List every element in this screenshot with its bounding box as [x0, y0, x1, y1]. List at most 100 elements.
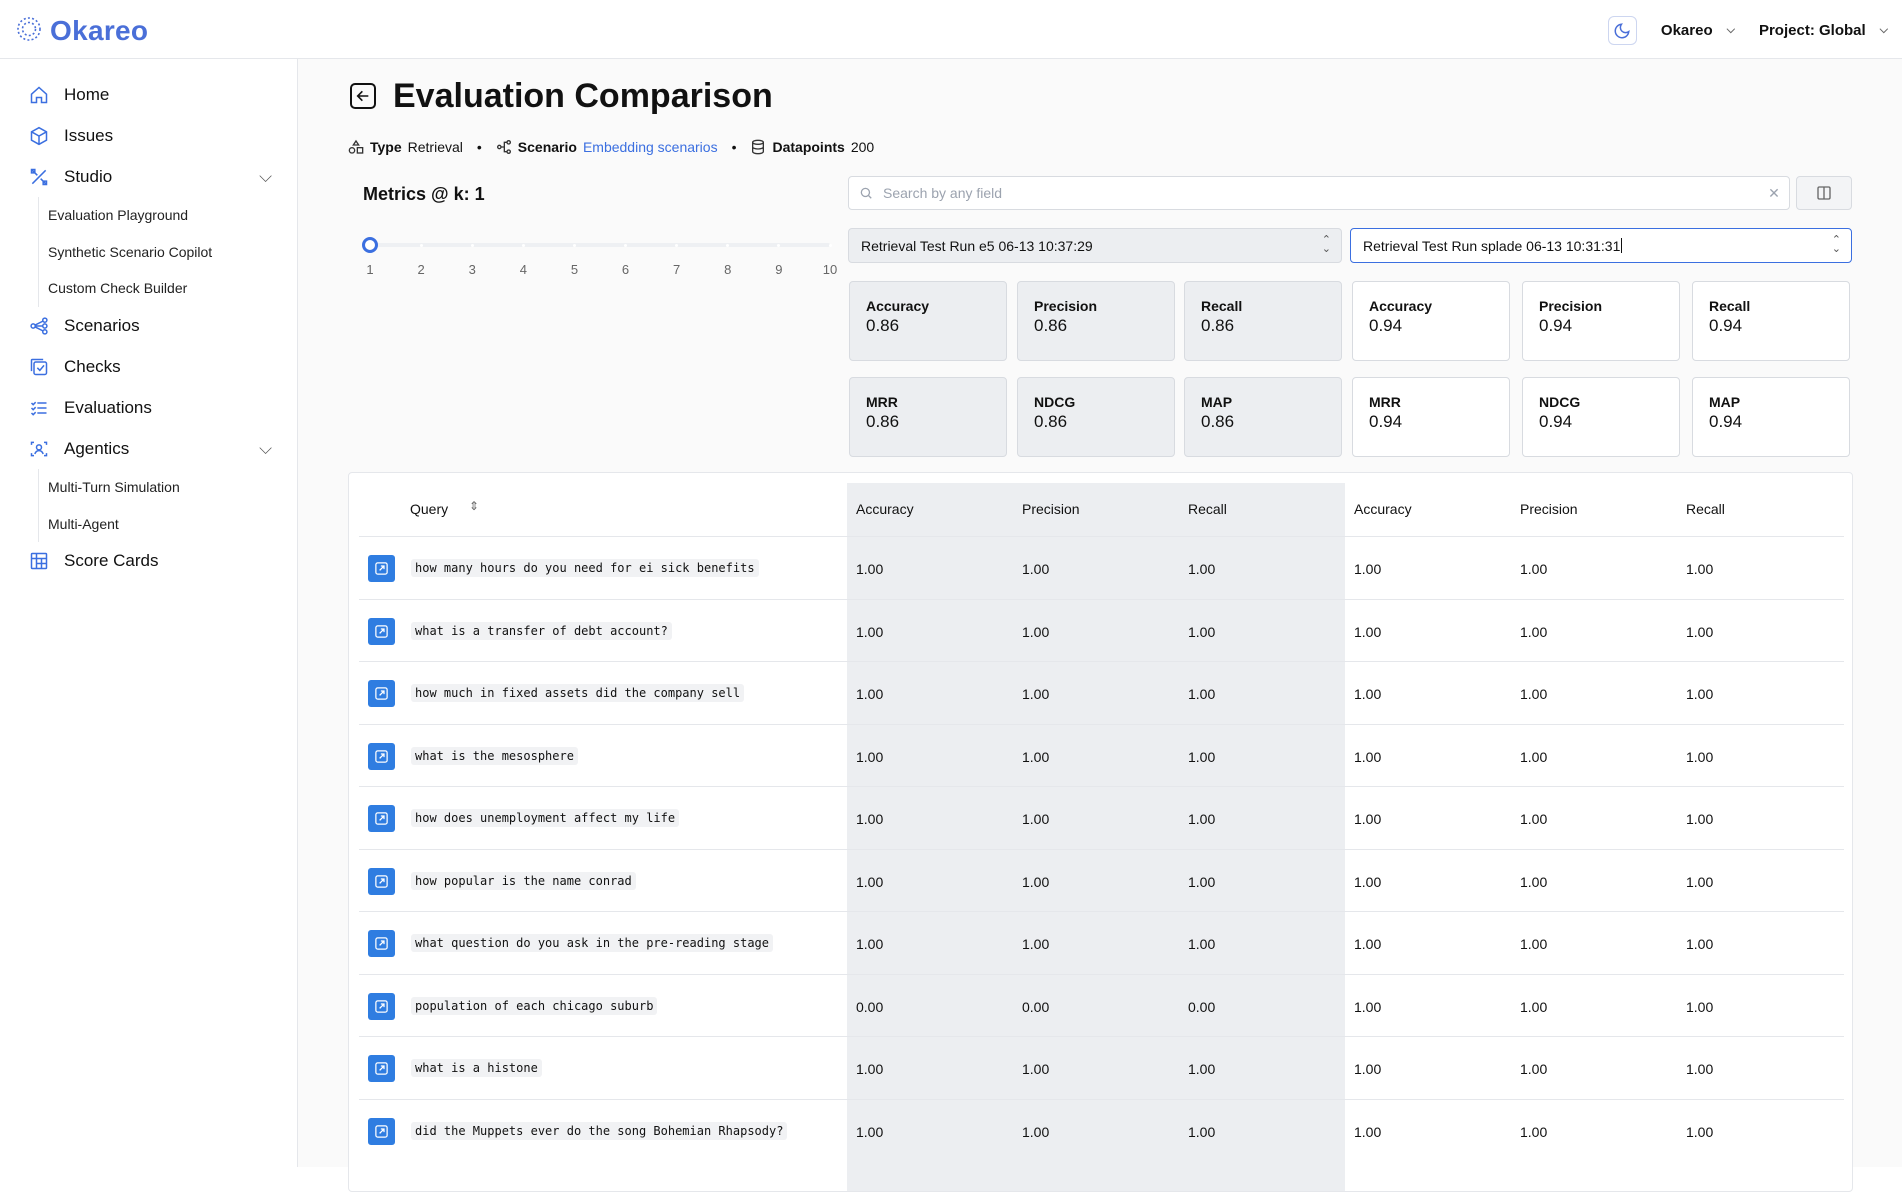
- metrics-k-label: Metrics @ k: 1: [363, 184, 485, 204]
- database-icon: [750, 139, 766, 155]
- metric-cell: 1.00: [1520, 1061, 1548, 1077]
- open-datapoint-button[interactable]: [368, 867, 395, 895]
- table-row[interactable]: how does unemployment affect my life 1.00…: [359, 786, 1844, 848]
- table-row[interactable]: population of each chicago suburb 0.00 0.0…: [359, 973, 1844, 1036]
- slider-step-dot: [419, 243, 423, 247]
- open-datapoint-button[interactable]: [368, 1117, 395, 1145]
- table-row[interactable]: did the Muppets ever do the song Bohemia…: [359, 1098, 1844, 1161]
- metric-value: 0.94: [1539, 412, 1573, 431]
- run-a-select[interactable]: Retrieval Test Run e5 06-13 10:37:29 ⌃ ⌄: [848, 228, 1342, 263]
- metric-cell: 1.00: [1188, 561, 1216, 577]
- table-row[interactable]: how popular is the name conrad 1.00 1.00 1.…: [359, 848, 1844, 911]
- sidebar-item-scenarios[interactable]: Scenarios: [28, 315, 272, 337]
- table-row[interactable]: what question do you ask in the pre-read…: [359, 911, 1844, 973]
- table-row[interactable]: what is a transfer of debt account? 1.00 1…: [359, 598, 1844, 661]
- sidebar-item-issues[interactable]: Issues: [28, 125, 272, 147]
- open-datapoint-button[interactable]: [368, 930, 395, 957]
- sort-icon[interactable]: ⇕: [469, 499, 480, 513]
- open-datapoint-button[interactable]: [368, 742, 395, 770]
- metric-card-precision-b: Precision 0.94: [1522, 281, 1680, 361]
- column-header-query[interactable]: Query: [410, 501, 449, 517]
- metric-cell: 1.00: [1188, 623, 1216, 640]
- metric-cell: 1.00: [1354, 1061, 1382, 1077]
- table-icon: [28, 550, 50, 572]
- table-row[interactable]: what is a histone 1.00 1.00 1.00 1.00 1.00 1.0…: [359, 1036, 1844, 1098]
- slider-tick-label: 5: [570, 262, 579, 277]
- sidebar-item-studio[interactable]: Studio ⌵: [28, 166, 272, 188]
- open-datapoint-button[interactable]: [368, 1055, 395, 1082]
- sidebar-item-multi-turn-simulation[interactable]: Multi-Turn Simulation: [48, 479, 180, 496]
- column-toggle-button[interactable]: [1796, 176, 1852, 210]
- shapes-icon: [348, 139, 364, 155]
- metric-value: 0.86: [1034, 316, 1068, 335]
- slider-step-dot: [828, 243, 832, 247]
- slider-tick-label: 10: [822, 262, 838, 277]
- run-b-select[interactable]: Retrieval Test Run splade 06-13 10:31:31…: [1350, 228, 1852, 263]
- sidebar-item-evaluations[interactable]: Evaluations: [28, 397, 272, 419]
- search-input[interactable]: [883, 185, 1759, 201]
- metric-card-accuracy-a: Accuracy 0.86: [849, 281, 1007, 361]
- metric-label: NDCG: [1539, 394, 1581, 410]
- close-icon[interactable]: ✕: [1768, 184, 1780, 201]
- metric-cell: 1.00: [1686, 936, 1714, 952]
- agent-icon: [28, 438, 50, 460]
- external-link-icon: [375, 1124, 388, 1138]
- open-datapoint-button[interactable]: [368, 555, 395, 582]
- column-header-precision-a: Precision: [1022, 501, 1080, 517]
- metric-cell: 1.00: [1022, 873, 1050, 890]
- chevron-down-icon[interactable]: ⌵: [259, 439, 272, 458]
- table-row[interactable]: how much in fixed assets did the company…: [359, 661, 1844, 723]
- project-menu[interactable]: Project: Global ⌵: [1759, 22, 1888, 39]
- sidebar-item-evaluation-playground[interactable]: Evaluation Playground: [48, 207, 189, 224]
- open-datapoint-button[interactable]: [368, 992, 395, 1020]
- slider-track[interactable]: [370, 243, 830, 247]
- metric-cell: 1.00: [856, 811, 884, 827]
- user-menu[interactable]: Okareo ⌵: [1661, 22, 1735, 39]
- metric-card-mrr-b: MRR 0.94: [1352, 377, 1510, 457]
- metric-cell: 1.00: [1188, 686, 1216, 702]
- datapoints-value: 200: [850, 139, 875, 155]
- metric-cell: 1.00: [1686, 1061, 1714, 1077]
- metric-cell: 1.00: [1686, 998, 1714, 1015]
- run-a-column-shade: [847, 483, 1345, 1191]
- scenario-link[interactable]: Embedding scenarios: [582, 139, 718, 155]
- sidebar-item-label: Agentics: [64, 439, 130, 458]
- back-button[interactable]: [350, 83, 376, 109]
- slider-step-dot: [777, 243, 781, 247]
- metric-card-ndcg-b: NDCG 0.94: [1522, 377, 1680, 457]
- metric-label: Precision: [1034, 298, 1098, 314]
- sidebar-item-label: Evaluations: [64, 398, 152, 417]
- sidebar-item-agentics[interactable]: Agentics ⌵: [28, 438, 272, 460]
- table-header: Query ⇕ Accuracy Precision Recall Accura…: [349, 483, 1852, 537]
- sidebar-item-score-cards[interactable]: Score Cards: [28, 550, 272, 572]
- table-row[interactable]: what is the mesosphere 1.00 1.00 1.00 1.00 1.…: [359, 723, 1844, 786]
- slider-tick-label: 2: [417, 262, 425, 277]
- chevron-down-icon[interactable]: ⌵: [259, 167, 272, 186]
- metric-cell: 1.00: [1686, 623, 1714, 640]
- separator-dot: •: [476, 139, 482, 155]
- k-slider[interactable]: 1 2 3 4 5 6 7 8 9 10: [362, 235, 837, 277]
- sidebar-item-home[interactable]: Home: [28, 84, 272, 106]
- open-datapoint-button[interactable]: [368, 617, 395, 645]
- metric-cell: 1.00: [1520, 748, 1548, 765]
- slider-tick-label: 4: [519, 262, 527, 277]
- metric-value: 0.94: [1709, 316, 1743, 335]
- metric-cell: 1.00: [1520, 623, 1548, 640]
- table-row[interactable]: how many hours do you need for ei sick b…: [359, 536, 1844, 598]
- open-datapoint-button[interactable]: [368, 805, 395, 832]
- metric-card-recall-b: Recall 0.94: [1692, 281, 1850, 361]
- metric-value: 0.86: [1034, 412, 1068, 431]
- chevron-updown-icon: ⌃ ⌄: [1831, 234, 1841, 255]
- chevron-updown-icon: ⌃ ⌄: [1321, 234, 1331, 255]
- search-bar[interactable]: ✕: [848, 176, 1790, 210]
- sidebar-item-checks[interactable]: Checks: [28, 356, 272, 378]
- metric-label: MRR: [866, 394, 898, 410]
- sidebar-item-multi-agent[interactable]: Multi-Agent: [48, 515, 119, 532]
- open-datapoint-button[interactable]: [368, 680, 395, 707]
- logo[interactable]: Okareo: [16, 15, 148, 47]
- sidebar-item-synthetic-scenario-copilot[interactable]: Synthetic Scenario Copilot: [48, 243, 213, 260]
- slider-thumb[interactable]: [362, 237, 378, 253]
- slider-step-dot: [726, 243, 730, 247]
- sidebar-item-custom-check-builder[interactable]: Custom Check Builder: [48, 280, 188, 297]
- theme-toggle-button[interactable]: [1607, 16, 1637, 45]
